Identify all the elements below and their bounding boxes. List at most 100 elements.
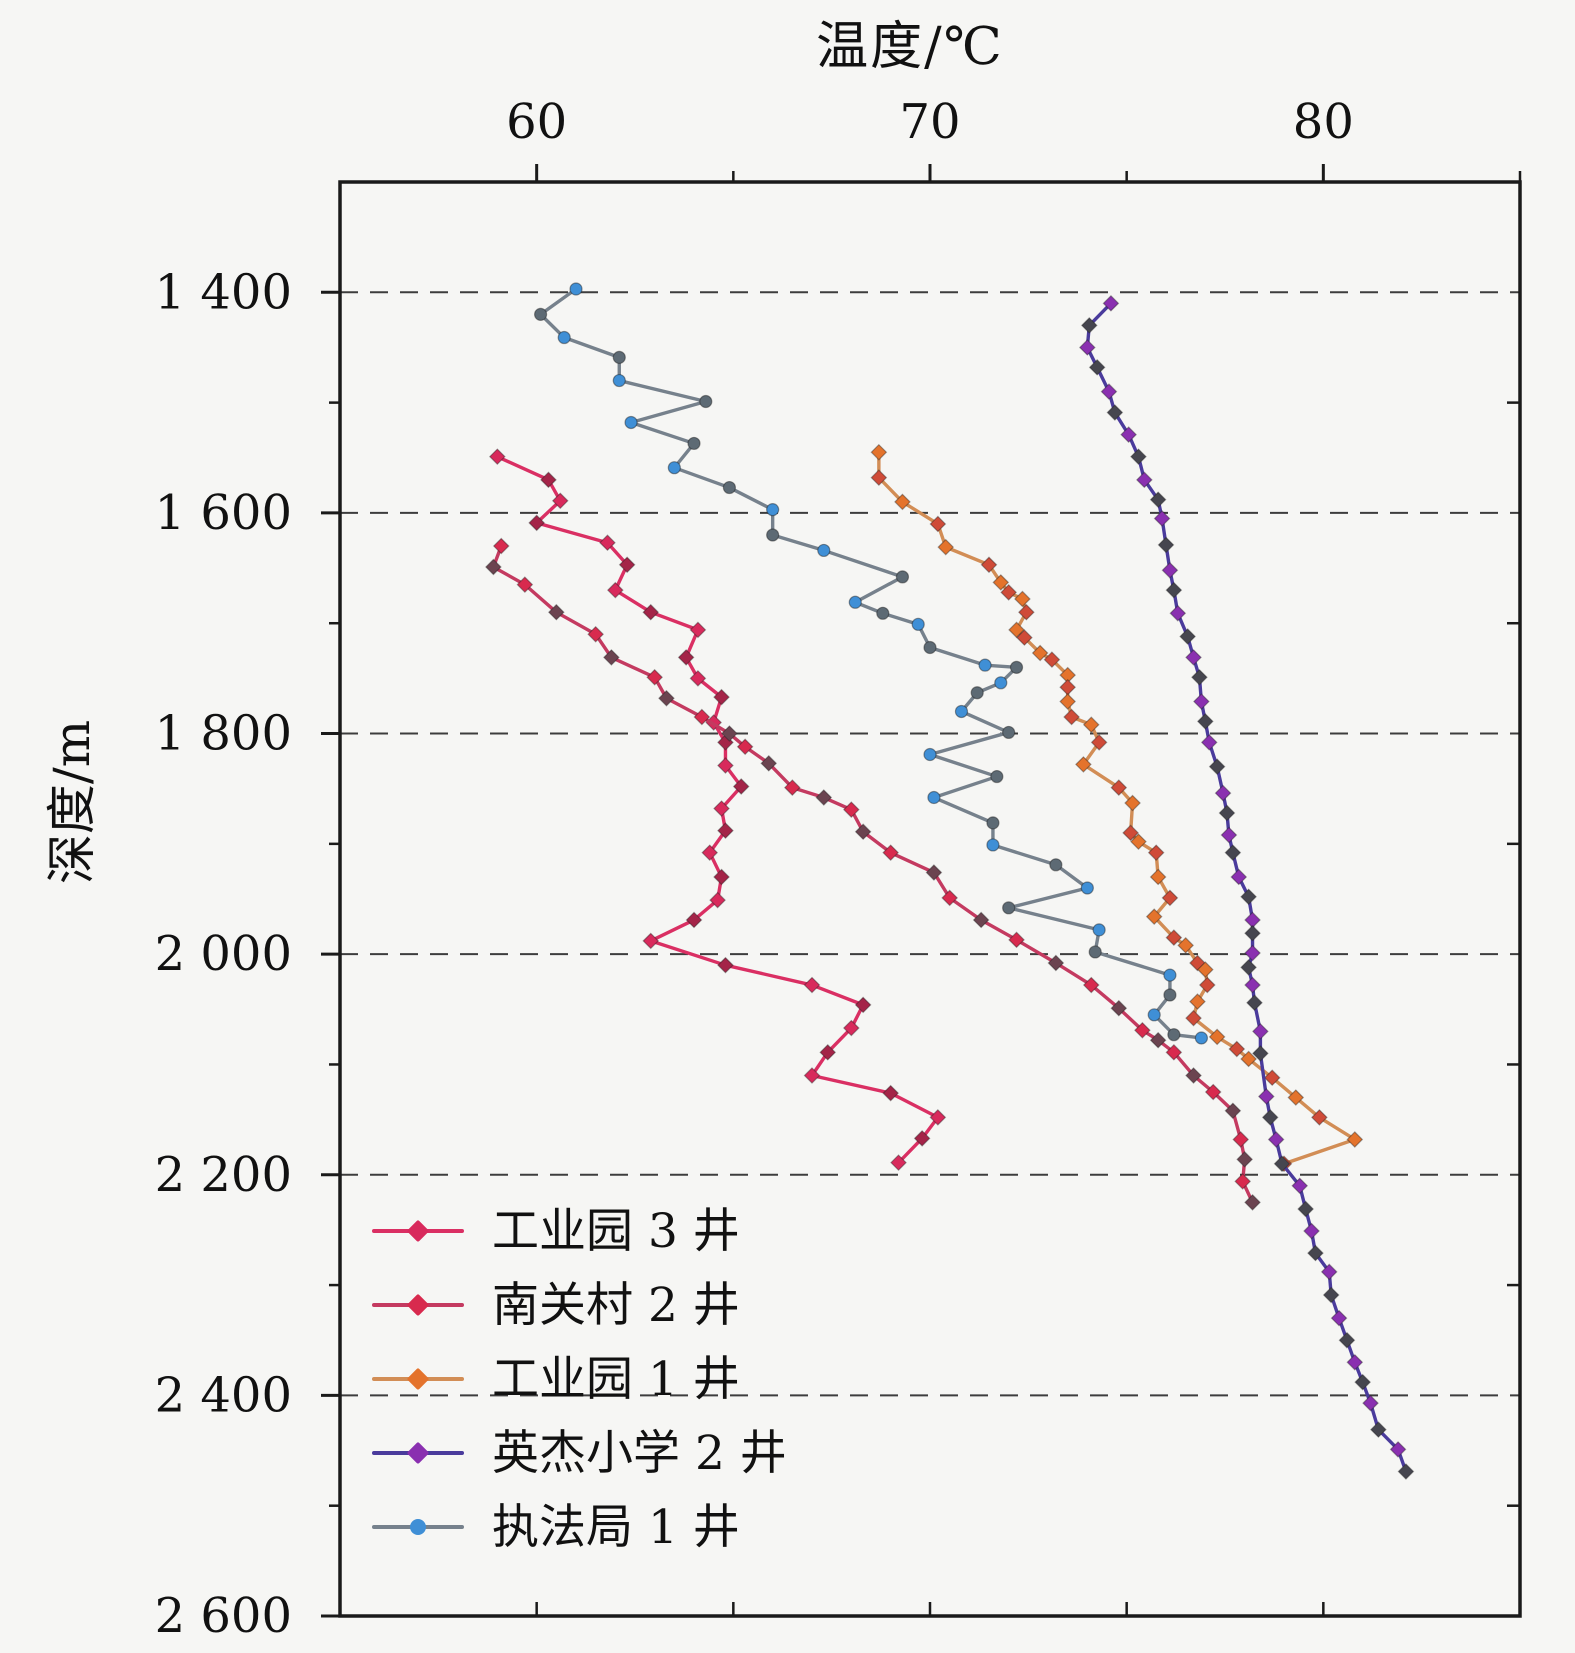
series-marker <box>1196 961 1214 978</box>
series-marker <box>842 801 860 818</box>
series-marker <box>1236 1150 1254 1168</box>
legend-item-1: 南关村 2 井 <box>372 1268 787 1342</box>
series-marker <box>927 790 941 805</box>
series-marker <box>1200 734 1218 751</box>
series-marker <box>721 725 738 742</box>
series-marker <box>603 649 620 666</box>
series-marker <box>1008 621 1025 639</box>
series-marker <box>1047 954 1065 972</box>
series-marker <box>1291 1177 1309 1195</box>
series-marker <box>1063 708 1080 726</box>
series-line-1 <box>491 544 1255 1205</box>
y-tick-label: 1 800 <box>155 706 292 762</box>
series-marker <box>1204 1083 1222 1101</box>
series-marker <box>732 778 750 795</box>
series-marker <box>1224 844 1242 862</box>
series-marker <box>1267 1131 1285 1148</box>
series-marker <box>895 570 910 584</box>
series-marker <box>1130 448 1147 466</box>
series-marker <box>1177 936 1195 954</box>
series-marker <box>986 816 1000 830</box>
series-marker <box>1009 660 1024 674</box>
series-marker <box>717 757 734 774</box>
series-marker <box>689 621 707 639</box>
series-line-3 <box>1085 301 1408 1474</box>
y-tick-label: 1 600 <box>155 485 292 541</box>
series-marker <box>1088 945 1102 959</box>
series-marker <box>736 738 754 756</box>
series-marker <box>1263 1069 1281 1087</box>
series-marker <box>923 747 937 762</box>
series-marker <box>1008 931 1025 949</box>
series-marker <box>1130 833 1147 850</box>
series-marker <box>992 574 1010 591</box>
series-marker <box>1389 1441 1407 1458</box>
series-marker <box>817 543 831 558</box>
series-marker <box>599 534 616 552</box>
series-marker <box>618 556 636 574</box>
series-marker <box>1354 1373 1372 1391</box>
series-marker <box>488 448 506 466</box>
series-marker <box>1080 881 1094 895</box>
series-marker <box>1194 1031 1209 1045</box>
series-marker <box>937 538 955 556</box>
series-marker <box>1257 1088 1275 1105</box>
series-marker <box>1218 804 1236 822</box>
series-marker <box>1082 716 1100 734</box>
series-marker <box>1244 924 1261 942</box>
series-marker <box>1165 581 1183 599</box>
series-marker <box>1018 603 1035 621</box>
series-marker <box>1193 693 1210 710</box>
series-marker <box>1075 756 1092 773</box>
series-marker <box>713 688 730 706</box>
series-marker <box>1311 1109 1328 1126</box>
series-marker <box>1346 1131 1364 1148</box>
series-marker <box>1082 976 1100 994</box>
series-marker <box>1246 994 1263 1012</box>
series-marker <box>890 1154 907 1171</box>
series-marker <box>870 443 888 461</box>
legend-item-4: 执法局 1 井 <box>372 1490 787 1564</box>
series-marker <box>587 625 605 643</box>
series-marker <box>815 789 833 806</box>
legend-item-3: 英杰小学 2 井 <box>372 1416 787 1490</box>
series-marker <box>492 537 510 555</box>
series-marker <box>1320 1263 1338 1281</box>
series-marker <box>970 686 984 700</box>
series-marker <box>925 864 943 881</box>
series-marker <box>1163 988 1177 1002</box>
series-marker <box>986 838 1000 852</box>
series-marker <box>1122 824 1139 842</box>
series-marker <box>766 503 780 517</box>
legend-label: 英杰小学 2 井 <box>492 1425 787 1481</box>
series-marker <box>1198 976 1216 994</box>
series-marker <box>551 492 569 510</box>
series-marker <box>1196 713 1214 730</box>
series-marker <box>687 436 701 451</box>
series-marker <box>1240 959 1257 976</box>
series-marker <box>1338 1331 1356 1349</box>
series-marker <box>941 889 959 907</box>
series-marker <box>1322 1286 1340 1304</box>
series-marker <box>1165 929 1183 946</box>
series-marker <box>1165 1043 1183 1061</box>
series-marker <box>1244 944 1261 962</box>
series-marker <box>646 668 664 686</box>
series-marker <box>642 603 660 621</box>
series-marker <box>1149 491 1167 509</box>
series-marker <box>485 558 502 576</box>
series-marker <box>1240 888 1257 906</box>
series-marker <box>1157 536 1175 554</box>
series-marker <box>540 471 557 489</box>
series-marker <box>980 556 998 574</box>
series-marker <box>1153 510 1171 527</box>
series-marker <box>528 514 546 532</box>
series-marker <box>1185 1067 1202 1084</box>
series-marker <box>1273 1155 1291 1173</box>
series-marker <box>990 769 1004 784</box>
series-marker <box>1370 1421 1387 1438</box>
series-marker <box>1208 758 1226 775</box>
series-marker <box>1185 649 1202 666</box>
